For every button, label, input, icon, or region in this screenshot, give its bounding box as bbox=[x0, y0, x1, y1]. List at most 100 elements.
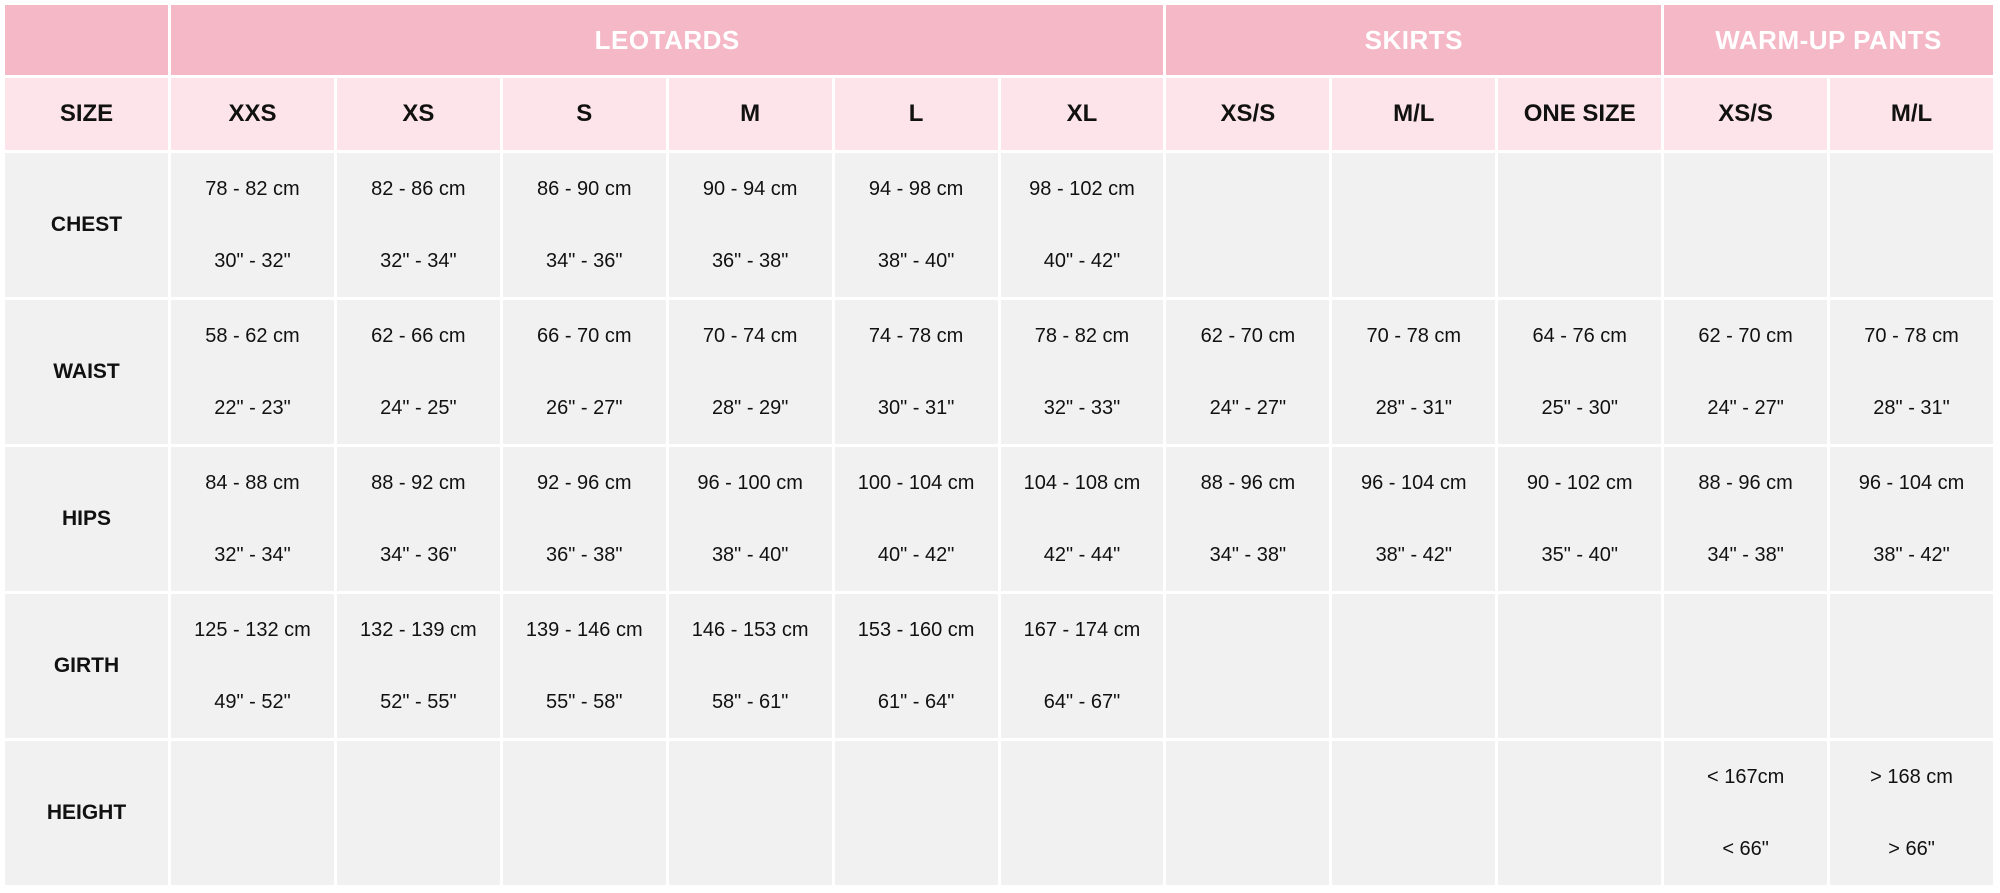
measurement-cell: > 168 cm > 66" bbox=[1830, 741, 1993, 885]
imperial-value: 24" - 27" bbox=[1707, 397, 1784, 419]
measurement-cell bbox=[1830, 153, 1993, 297]
metric-value: 62 - 70 cm bbox=[1200, 325, 1296, 347]
measurement-row-hips: HIPS 84 - 88 cm 32" - 34" 88 - 92 cm 34" - 3… bbox=[5, 447, 1993, 591]
measurement-cell: 104 - 108 cm 42" - 44" bbox=[1000, 447, 1164, 591]
metric-value: 62 - 66 cm bbox=[371, 325, 466, 347]
metric-value: 132 - 139 cm bbox=[359, 619, 477, 641]
measurement-cell: 62 - 70 cm 24" - 27" bbox=[1166, 300, 1330, 444]
measurement-cell bbox=[1498, 594, 1662, 738]
size-label: SIZE bbox=[5, 78, 168, 150]
size-header: S bbox=[502, 78, 666, 150]
measurement-cell: < 167cm < 66" bbox=[1664, 741, 1828, 885]
imperial-value: 38" - 40" bbox=[877, 250, 955, 272]
metric-value: 64 - 76 cm bbox=[1532, 325, 1627, 347]
imperial-value: 34" - 38" bbox=[1209, 544, 1287, 566]
size-header: XS bbox=[336, 78, 500, 150]
measurement-cell bbox=[1830, 594, 1993, 738]
measurement-cell: 96 - 100 cm 38" - 40" bbox=[668, 447, 832, 591]
metric-value: 58 - 62 cm bbox=[205, 325, 300, 347]
imperial-value: 36" - 38" bbox=[711, 250, 789, 272]
size-header: M bbox=[668, 78, 832, 150]
measurement-cell: 146 - 153 cm 58" - 61" bbox=[668, 594, 832, 738]
imperial-value: 38" - 42" bbox=[1873, 544, 1950, 566]
imperial-value: 35" - 40" bbox=[1541, 544, 1618, 566]
size-header: L bbox=[834, 78, 998, 150]
metric-value: 70 - 78 cm bbox=[1366, 325, 1462, 347]
size-header-row: SIZE XXS XS S M L XL XS/S M/L ONE SIZE XS/S M/L bbox=[5, 78, 1993, 150]
imperial-value: 34" - 38" bbox=[1707, 544, 1784, 566]
measurement-cell: 88 - 96 cm 34" - 38" bbox=[1664, 447, 1828, 591]
metric-value: < 167cm bbox=[1706, 766, 1785, 788]
imperial-value: 64" - 67" bbox=[1043, 691, 1121, 713]
imperial-value: 52" - 55" bbox=[380, 691, 457, 713]
measurement-cell bbox=[1664, 594, 1828, 738]
measurement-cell: 78 - 82 cm 30" - 32" bbox=[171, 153, 334, 297]
measurement-cell: 86 - 90 cm 34" - 36" bbox=[502, 153, 666, 297]
measurement-cell bbox=[1332, 594, 1496, 738]
metric-value: 62 - 70 cm bbox=[1698, 325, 1793, 347]
category-header-warm-up-pants: WARM-UP PANTS bbox=[1664, 5, 1993, 75]
imperial-value: 32" - 34" bbox=[214, 544, 291, 566]
measurement-cell bbox=[171, 741, 334, 885]
measurement-cell: 70 - 78 cm 28" - 31" bbox=[1332, 300, 1496, 444]
category-header-blank bbox=[5, 5, 168, 75]
imperial-value: 22" - 23" bbox=[214, 397, 291, 419]
measurement-cell: 58 - 62 cm 22" - 23" bbox=[171, 300, 334, 444]
measurement-cell: 74 - 78 cm 30" - 31" bbox=[834, 300, 998, 444]
metric-value: 70 - 74 cm bbox=[702, 325, 798, 347]
metric-value: 66 - 70 cm bbox=[537, 325, 632, 347]
measurement-row-height: HEIGHT < 167cm < 66" > 168 cm > 66" bbox=[5, 741, 1993, 885]
row-label: GIRTH bbox=[5, 594, 168, 738]
measurement-cell bbox=[1000, 741, 1164, 885]
metric-value: 92 - 96 cm bbox=[537, 472, 632, 494]
measurement-cell bbox=[1166, 594, 1330, 738]
measurement-row-chest: CHEST 78 - 82 cm 30" - 32" 82 - 86 cm 32" - … bbox=[5, 153, 1993, 297]
measurement-cell bbox=[1664, 153, 1828, 297]
metric-value: 96 - 104 cm bbox=[1360, 472, 1467, 494]
metric-value: 146 - 153 cm bbox=[691, 619, 809, 641]
category-header-leotards: LEOTARDS bbox=[171, 5, 1164, 75]
measurement-cell: 62 - 66 cm 24" - 25" bbox=[336, 300, 500, 444]
category-header-skirts: SKIRTS bbox=[1166, 5, 1662, 75]
metric-value: 86 - 90 cm bbox=[537, 178, 632, 200]
row-label: HEIGHT bbox=[5, 741, 168, 885]
size-header: ONE SIZE bbox=[1498, 78, 1662, 150]
measurement-cell: 96 - 104 cm 38" - 42" bbox=[1830, 447, 1993, 591]
measurement-cell: 88 - 92 cm 34" - 36" bbox=[336, 447, 500, 591]
imperial-value: 42" - 44" bbox=[1043, 544, 1121, 566]
measurement-cell bbox=[1332, 741, 1496, 885]
imperial-value: 36" - 38" bbox=[546, 544, 623, 566]
measurement-cell: 70 - 78 cm 28" - 31" bbox=[1830, 300, 1993, 444]
metric-value: 70 - 78 cm bbox=[1864, 325, 1959, 347]
row-label: WAIST bbox=[5, 300, 168, 444]
measurement-cell bbox=[502, 741, 666, 885]
metric-value: 82 - 86 cm bbox=[371, 178, 466, 200]
metric-value: 94 - 98 cm bbox=[868, 178, 964, 200]
metric-value: > 168 cm bbox=[1870, 766, 1953, 788]
imperial-value: 25" - 30" bbox=[1541, 397, 1618, 419]
measurement-cell bbox=[1498, 741, 1662, 885]
imperial-value: 24" - 25" bbox=[380, 397, 457, 419]
imperial-value: 40" - 42" bbox=[1043, 250, 1121, 272]
metric-value: 96 - 100 cm bbox=[697, 472, 803, 494]
measurement-cell: 62 - 70 cm 24" - 27" bbox=[1664, 300, 1828, 444]
metric-value: 88 - 92 cm bbox=[371, 472, 466, 494]
metric-value: 139 - 146 cm bbox=[525, 619, 643, 641]
imperial-value: 30" - 32" bbox=[214, 250, 291, 272]
row-label: HIPS bbox=[5, 447, 168, 591]
measurement-cell bbox=[1498, 153, 1662, 297]
measurement-cell: 98 - 102 cm 40" - 42" bbox=[1000, 153, 1164, 297]
metric-value: 88 - 96 cm bbox=[1698, 472, 1793, 494]
imperial-value: 34" - 36" bbox=[380, 544, 457, 566]
measurement-cell bbox=[336, 741, 500, 885]
measurement-row-waist: WAIST 58 - 62 cm 22" - 23" 62 - 66 cm 24" - … bbox=[5, 300, 1993, 444]
imperial-value: 24" - 27" bbox=[1209, 397, 1287, 419]
measurement-cell: 82 - 86 cm 32" - 34" bbox=[336, 153, 500, 297]
metric-value: 96 - 104 cm bbox=[1858, 472, 1965, 494]
metric-value: 167 - 174 cm bbox=[1023, 619, 1141, 641]
metric-value: 100 - 104 cm bbox=[857, 472, 975, 494]
measurement-cell: 78 - 82 cm 32" - 33" bbox=[1000, 300, 1164, 444]
imperial-value: 49" - 52" bbox=[214, 691, 291, 713]
measurement-cell: 167 - 174 cm 64" - 67" bbox=[1000, 594, 1164, 738]
measurement-cell: 153 - 160 cm 61" - 64" bbox=[834, 594, 998, 738]
